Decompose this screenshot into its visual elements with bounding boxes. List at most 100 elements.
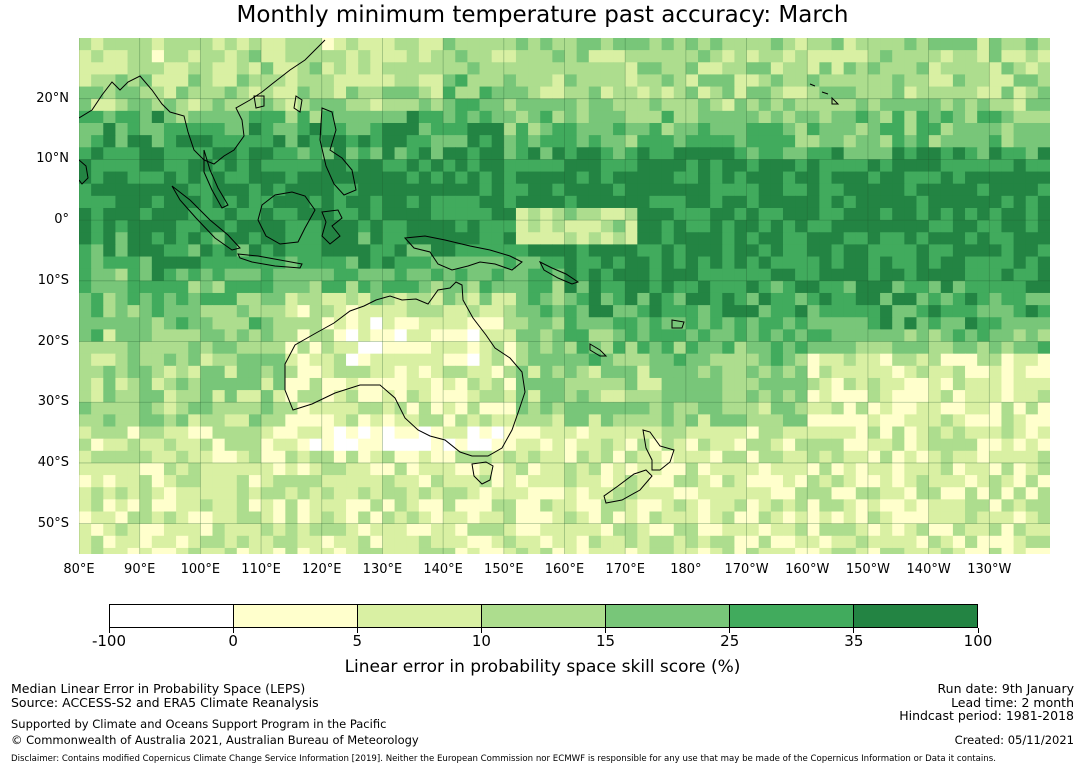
grid-cell <box>212 487 226 500</box>
grid-cell <box>576 147 590 160</box>
grid-cell <box>734 511 747 525</box>
grid-cell <box>673 390 687 403</box>
grid-cell <box>965 220 978 233</box>
grid-cell <box>940 159 954 172</box>
grid-cell <box>333 135 347 148</box>
grid-cell <box>418 38 432 51</box>
grid-cell <box>722 317 735 330</box>
grid-cell <box>928 475 942 488</box>
grid-cell <box>188 171 201 185</box>
grid-cell <box>649 341 662 355</box>
grid-cell <box>698 511 711 525</box>
grid-cell <box>467 377 480 391</box>
grid-cell <box>285 244 298 257</box>
grid-cell <box>236 487 250 500</box>
grid-cell <box>285 147 298 160</box>
grid-cell <box>370 74 383 87</box>
grid-cell <box>892 450 905 464</box>
grid-cell <box>333 98 347 112</box>
grid-cell <box>346 135 359 148</box>
grid-cell <box>248 50 262 63</box>
grid-cell <box>1013 171 1027 185</box>
grid-cell <box>758 341 772 355</box>
grid-cell <box>952 426 966 440</box>
grid-cell <box>358 110 371 124</box>
grid-cell <box>952 499 966 512</box>
grid-cell <box>151 390 165 403</box>
grid-cell <box>370 438 383 452</box>
grid-cell <box>309 122 323 136</box>
grid-cell <box>965 50 978 63</box>
grid-cell <box>479 292 493 306</box>
grid-cell <box>758 171 772 185</box>
grid-cell <box>722 135 735 148</box>
grid-cell <box>637 305 650 318</box>
grid-cell <box>467 426 480 440</box>
grid-cell <box>309 353 323 367</box>
grid-cell <box>758 207 772 221</box>
grid-cell <box>734 38 747 51</box>
grid-cell <box>977 341 990 355</box>
grid-cell <box>734 256 747 270</box>
grid-cell <box>698 353 711 367</box>
grid-cell <box>321 377 335 391</box>
grid-cell <box>807 365 820 379</box>
grid-cell <box>734 244 747 257</box>
grid-cell <box>91 50 104 63</box>
grid-cell <box>928 232 942 245</box>
grid-cell <box>188 74 201 87</box>
grid-cell <box>491 414 505 427</box>
grid-cell <box>758 535 772 549</box>
grid-cell <box>819 499 832 512</box>
grid-cell <box>734 438 747 452</box>
grid-cell <box>455 220 468 233</box>
grid-cell <box>370 547 383 554</box>
grid-cell <box>1037 110 1050 124</box>
grid-cell <box>710 305 723 318</box>
grid-cell <box>734 305 747 318</box>
grid-cell <box>200 377 213 391</box>
grid-cell <box>613 292 626 306</box>
grid-cell <box>394 244 408 257</box>
grid-cell <box>503 353 517 367</box>
grid-cell <box>333 74 347 87</box>
grid-cell <box>600 535 614 549</box>
grid-cell <box>661 317 675 330</box>
grid-cell <box>807 547 820 554</box>
grid-cell <box>613 135 626 148</box>
grid-cell <box>430 426 444 440</box>
grid-cell <box>552 98 565 112</box>
grid-cell <box>163 38 177 51</box>
grid-cell <box>722 329 735 342</box>
grid-cell <box>940 98 954 112</box>
grid-cell <box>685 499 699 512</box>
grid-cell <box>928 317 942 330</box>
grid-cell <box>297 122 311 136</box>
grid-cell <box>491 547 505 554</box>
grid-cell <box>321 462 335 476</box>
grid-cell <box>1001 135 1014 148</box>
grid-cell <box>1013 499 1027 512</box>
grid-cell <box>576 292 590 306</box>
grid-cell <box>418 438 432 452</box>
grid-cell <box>904 523 917 537</box>
grid-cell <box>540 475 553 488</box>
grid-cell <box>843 426 857 440</box>
grid-cell <box>685 535 699 549</box>
grid-cell <box>1025 207 1039 221</box>
grid-cell <box>346 438 359 452</box>
grid-cell <box>722 195 735 209</box>
grid-cell <box>770 377 784 391</box>
grid-cell <box>333 147 347 160</box>
grid-cell <box>188 292 201 306</box>
grid-cell <box>139 135 153 148</box>
grid-cell <box>710 171 723 185</box>
grid-cell <box>710 159 723 172</box>
grid-cell <box>479 475 493 488</box>
grid-cell <box>443 523 456 537</box>
grid-cell <box>127 426 141 440</box>
grid-cell <box>892 50 905 63</box>
grid-cell <box>176 147 189 160</box>
grid-cell <box>406 462 420 476</box>
grid-cell <box>855 110 869 124</box>
